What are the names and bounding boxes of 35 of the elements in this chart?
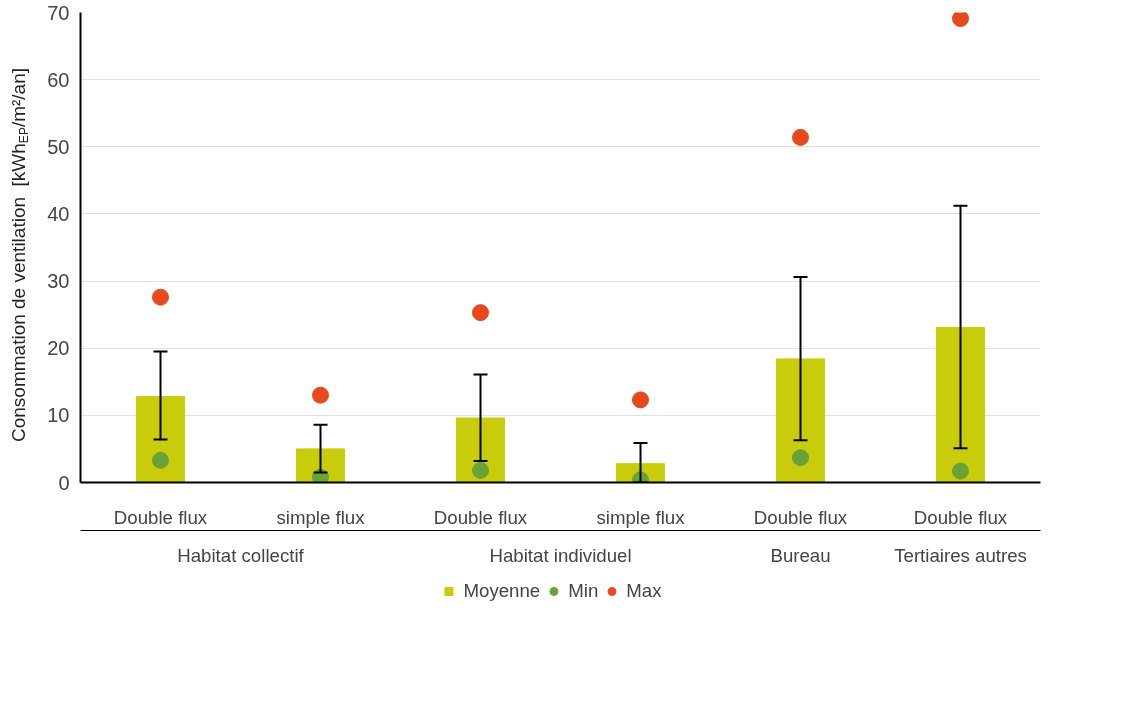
y-tick-label: 70 [47,1,70,24]
point [472,461,489,479]
point [152,451,169,469]
text: Bureau [770,544,831,566]
y-tick-label: 0 [58,471,70,494]
bar [936,326,985,483]
point [152,288,169,306]
text: Habitat individuel [489,544,632,566]
x-tick-label: simple flux [276,506,366,528]
legend-label: Max [626,580,662,602]
bar [776,358,825,483]
bar [456,417,505,483]
point [792,449,809,467]
x-tick-label: Double flux [913,506,1008,528]
y-tick-label: 50 [47,135,70,158]
legend-label: Moyenne [463,580,541,602]
point [792,128,809,146]
y-tick-label: 30 [47,270,70,293]
x-tick-label: Double flux [113,506,208,528]
point [312,386,329,404]
x-tick-label: simple flux [596,506,686,528]
text: Habitat collectif [177,544,305,566]
x-tick-label: Double flux [753,506,848,528]
text: Tertiaires autres [894,544,1027,566]
y-tick-label: 60 [47,68,70,91]
y-tick-label: 40 [47,202,70,225]
point [952,12,969,28]
legend-label: Min [568,580,599,602]
point [952,462,969,480]
x-tick-label: Double flux [433,506,528,528]
y-tick-label: 10 [47,404,70,427]
point [472,304,489,322]
point [632,391,649,409]
bar [136,396,185,483]
y-tick-label: 20 [47,337,70,360]
